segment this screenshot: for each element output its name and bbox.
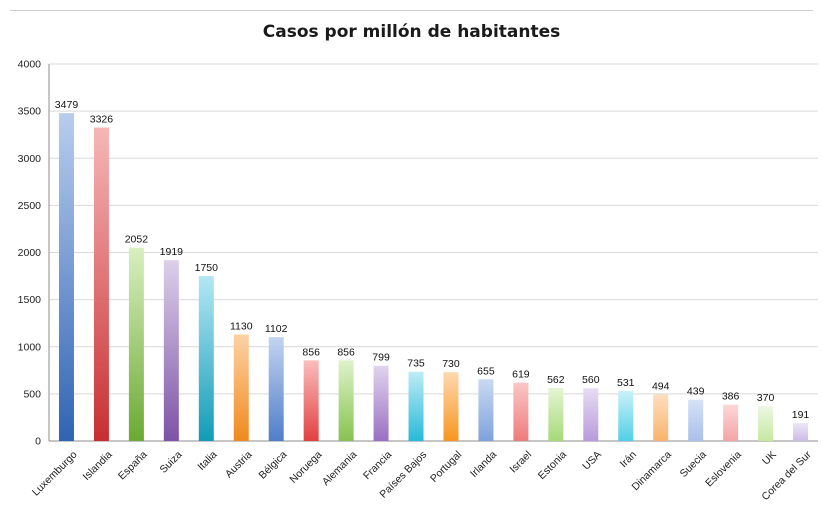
bars bbox=[58, 113, 809, 441]
data-label: 386 bbox=[722, 391, 740, 403]
data-label: 370 bbox=[757, 392, 775, 404]
bar-francia bbox=[373, 365, 389, 441]
data-label: 799 bbox=[372, 352, 390, 364]
data-labels: 3479 3326 2052 1919 1750 1130 1102 856 856 799 735… bbox=[55, 99, 810, 421]
x-category-label: España bbox=[116, 449, 150, 483]
data-label: 494 bbox=[652, 380, 670, 392]
bar-bélgica bbox=[268, 337, 284, 441]
x-category-label: Portugal bbox=[428, 449, 464, 485]
y-tick-label: 3000 bbox=[18, 153, 42, 165]
bar-dinamarca bbox=[653, 394, 669, 441]
x-category-label: Eslovenia bbox=[703, 449, 744, 490]
data-label: 191 bbox=[792, 409, 810, 421]
data-label: 619 bbox=[512, 369, 530, 381]
data-label: 3326 bbox=[90, 114, 114, 126]
x-category-label: Suecia bbox=[678, 449, 709, 480]
x-category-label: Estonia bbox=[536, 449, 569, 482]
bar-españa bbox=[128, 247, 144, 441]
bar-luxemburgo bbox=[58, 113, 74, 441]
bar-suecia bbox=[688, 399, 704, 441]
chart-title: Casos por millón de habitantes bbox=[262, 22, 561, 42]
y-tick-label: 4000 bbox=[18, 59, 42, 71]
x-category-label: UK bbox=[760, 449, 779, 468]
x-category-label: Suiza bbox=[157, 449, 184, 476]
data-label: 730 bbox=[442, 358, 460, 370]
y-tick-label: 500 bbox=[23, 388, 41, 400]
bar-irlanda bbox=[478, 379, 494, 441]
bar-austria bbox=[233, 334, 249, 441]
data-label: 655 bbox=[477, 365, 495, 377]
bar-portugal bbox=[443, 372, 459, 441]
x-category-labels: Luxemburgo Islandia España Suiza Italia Austr… bbox=[30, 448, 814, 503]
bar-usa bbox=[583, 388, 599, 441]
data-label: 439 bbox=[687, 386, 705, 398]
data-label: 560 bbox=[582, 374, 600, 386]
bar-países-bajos bbox=[408, 371, 424, 441]
y-tick-label: 1500 bbox=[18, 294, 42, 306]
y-tick-label: 1000 bbox=[18, 341, 42, 353]
x-category-label: Israel bbox=[507, 449, 534, 476]
y-tick-label: 2500 bbox=[18, 200, 42, 212]
bar-corea-del-sur bbox=[793, 422, 809, 441]
data-label: 1919 bbox=[160, 246, 184, 258]
bar-uk bbox=[758, 406, 774, 441]
bar-estonia bbox=[548, 388, 564, 441]
x-category-label: Irán bbox=[618, 449, 639, 470]
bar-alemania bbox=[338, 360, 354, 441]
top-rule bbox=[10, 10, 813, 11]
x-category-label: Irlanda bbox=[468, 449, 499, 480]
data-label: 1102 bbox=[265, 323, 288, 335]
data-label: 1750 bbox=[195, 262, 219, 274]
y-tick-label: 0 bbox=[35, 436, 41, 448]
bar-noruega bbox=[303, 360, 319, 441]
data-label: 856 bbox=[302, 346, 320, 358]
data-label: 2052 bbox=[125, 234, 149, 246]
bar-eslovenia bbox=[723, 404, 739, 441]
bar-suiza bbox=[163, 260, 179, 441]
y-tick-label: 3500 bbox=[18, 106, 42, 118]
x-category-label: Francia bbox=[361, 449, 394, 482]
y-tick-labels: 0 500 1000 1500 2000 2500 3000 3500 4000 bbox=[18, 59, 42, 448]
bar-italia bbox=[198, 276, 214, 441]
x-category-label: Bélgica bbox=[257, 449, 290, 482]
data-label: 531 bbox=[617, 377, 635, 389]
x-category-label: Luxemburgo bbox=[30, 449, 80, 499]
bar-israel bbox=[513, 382, 529, 441]
data-label: 856 bbox=[337, 346, 355, 358]
data-label: 3479 bbox=[55, 99, 79, 111]
bar-islandia bbox=[93, 127, 109, 441]
data-label: 735 bbox=[407, 358, 425, 370]
x-category-label: Italia bbox=[195, 449, 219, 473]
x-category-label: Islandia bbox=[81, 449, 115, 483]
x-category-label: USA bbox=[580, 449, 604, 473]
bar-irán bbox=[618, 390, 634, 441]
x-category-label: Austria bbox=[223, 449, 255, 481]
data-label: 562 bbox=[547, 374, 565, 386]
data-label: 1130 bbox=[230, 320, 253, 332]
x-category-label: Alemania bbox=[320, 449, 360, 489]
x-category-label: Noruega bbox=[287, 449, 324, 486]
y-tick-label: 2000 bbox=[18, 247, 42, 259]
